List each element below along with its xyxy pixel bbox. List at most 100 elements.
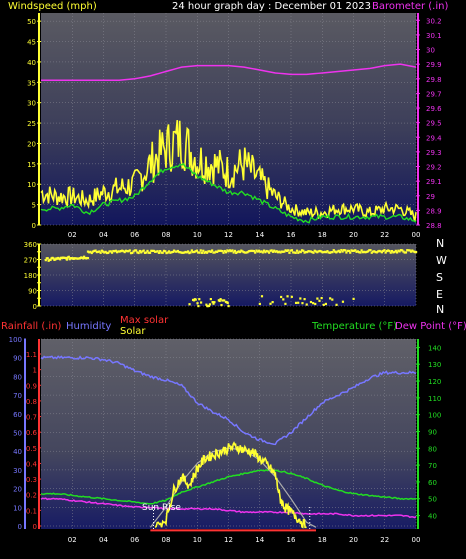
direction-point: [195, 249, 199, 252]
direction-point: [189, 251, 192, 254]
direction-point: [118, 250, 121, 253]
direction-point: [303, 298, 306, 301]
direction-point: [205, 251, 209, 254]
direction-point: [95, 251, 98, 254]
direction-point: [341, 300, 345, 303]
direction-point: [282, 298, 285, 301]
direction-point: [252, 249, 256, 253]
direction-panel-grid: [41, 243, 417, 307]
direction-point: [209, 250, 212, 253]
direction-point: [221, 299, 224, 302]
direction-point: [404, 251, 408, 254]
barometer-tick-label: 29.7: [426, 90, 442, 98]
direction-point: [284, 249, 287, 252]
direction-point: [316, 251, 319, 254]
direction-point: [307, 250, 310, 253]
direction-point: [218, 249, 221, 253]
humidity-line: [40, 355, 417, 446]
direction-point: [311, 251, 314, 254]
direction-point: [179, 251, 182, 254]
direction-point: [280, 250, 283, 253]
legend-humidity: Humidity: [66, 321, 111, 332]
direction-point: [108, 250, 111, 253]
x-tick-label: 08: [162, 231, 171, 239]
direction-tick-label: 0: [33, 303, 37, 311]
legend-rainfall: Rainfall (.in): [1, 321, 62, 332]
x-tick-label: 20: [349, 231, 358, 239]
x-tick-label: 10: [193, 536, 202, 544]
direction-point: [363, 250, 366, 253]
direction-point: [390, 249, 394, 253]
direction-point: [196, 302, 199, 305]
x-tick-label: 10: [193, 231, 202, 239]
temperature-tick-label: 120: [428, 378, 441, 386]
average-wind-line: [40, 162, 417, 224]
direction-point: [335, 303, 338, 306]
x-tick-label: 06: [130, 231, 139, 239]
direction-point: [198, 298, 201, 301]
direction-tick-label: 270: [24, 257, 37, 265]
direction-point: [220, 304, 223, 307]
rain-tick-label: 0.8: [26, 398, 37, 406]
direction-point: [287, 249, 290, 252]
direction-point: [354, 249, 357, 252]
direction-point: [337, 249, 340, 252]
direction-point: [122, 250, 125, 253]
direction-point: [227, 250, 230, 253]
direction-point: [241, 250, 244, 253]
direction-point: [290, 295, 293, 298]
direction-point: [207, 250, 210, 253]
direction-point: [403, 251, 406, 254]
direction-point: [345, 251, 348, 254]
direction-point: [88, 251, 91, 254]
direction-point: [188, 251, 191, 255]
barometer-tick-label: 28.9: [426, 207, 442, 215]
rain-tick-label: 0: [33, 523, 37, 531]
direction-point: [231, 249, 234, 252]
direction-point: [407, 249, 410, 252]
wind-panel-series: [40, 63, 417, 224]
wind-tick-label: 5: [32, 202, 36, 210]
rain-tick-label: 1.1: [26, 351, 37, 359]
direction-point: [129, 252, 133, 255]
temperature-tick-label: 130: [428, 361, 441, 369]
direction-point: [259, 250, 262, 253]
humidity-tick-label: 10: [13, 504, 22, 512]
direction-point: [226, 301, 229, 305]
direction-point: [86, 257, 90, 260]
temp-panel-grid: [41, 338, 417, 529]
direction-point: [371, 250, 375, 253]
barometer-tick-label: 29.8: [426, 76, 442, 84]
direction-point: [261, 251, 264, 254]
direction-point: [161, 251, 164, 254]
humidity-tick-label: 0: [18, 523, 22, 531]
direction-label-w: W: [436, 254, 447, 267]
direction-point: [197, 251, 200, 254]
direction-point: [332, 249, 335, 252]
barometer-tick-label: 28.8: [426, 222, 442, 230]
x-tick-label: 08: [162, 536, 171, 544]
direction-point: [283, 250, 286, 253]
sun-rise-annotation: Sun Rise: [142, 503, 181, 513]
direction-point: [243, 251, 247, 254]
rain-tick-label: 0.9: [26, 382, 37, 390]
direction-point: [121, 249, 124, 252]
direction-point: [183, 251, 186, 254]
direction-point: [356, 250, 359, 253]
direction-point: [352, 297, 355, 300]
direction-point: [326, 250, 329, 253]
direction-point: [213, 301, 216, 304]
direction-point: [273, 249, 276, 252]
barometer-tick-label: 29.9: [426, 61, 442, 69]
direction-point: [86, 250, 90, 253]
direction-label-n-bottom: N: [436, 303, 444, 316]
direction-point: [250, 249, 253, 252]
barometer-tick-label: 29: [426, 193, 435, 201]
direction-point: [102, 250, 105, 253]
x-tick-label: 18: [318, 536, 327, 544]
temperature-tick-label: 60: [428, 479, 437, 487]
temperature-tick-label: 40: [428, 513, 437, 521]
direction-point: [240, 249, 243, 252]
direction-point: [292, 251, 295, 254]
